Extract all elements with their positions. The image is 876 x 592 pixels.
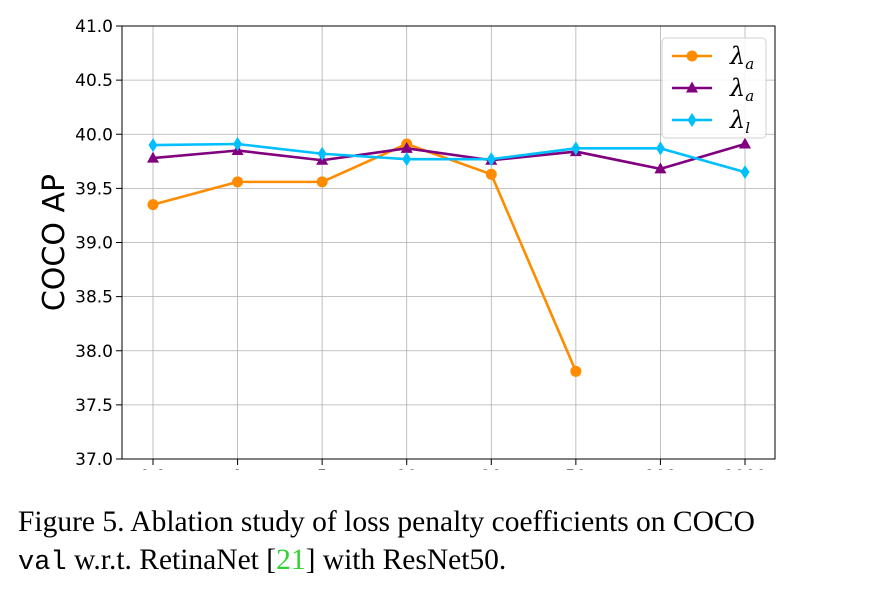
y-tick-label: 37.5 — [75, 396, 113, 416]
line-chart: 0.1 1 5 10 20 50 100 1000 37.0 37.5 38.0 38.5 39.0 39… — [37, 17, 776, 470]
y-tick-label: 38.5 — [75, 288, 113, 308]
figure-caption: Figure 5. Ablation study of loss penalty… — [18, 503, 866, 582]
series-2-point — [739, 137, 751, 149]
series-1-point — [316, 176, 328, 188]
x-tick-label: 1 — [232, 467, 243, 470]
y-tick-label: 39.5 — [75, 179, 113, 199]
caption-suffix: ] with ResNet50. — [305, 544, 507, 576]
x-tick-label: 0.1 — [139, 467, 166, 470]
series-3-point — [571, 141, 581, 156]
series-3-point — [655, 141, 665, 156]
x-tick-label: 5 — [317, 467, 328, 470]
series-line-1 — [152, 142, 578, 372]
caption-reference-link[interactable]: 21 — [276, 544, 306, 576]
series-3-point — [233, 136, 243, 151]
series-2-point — [654, 162, 667, 174]
legend-marker-1 — [686, 50, 698, 62]
series-2-point — [400, 141, 413, 153]
x-tick-label: 20 — [480, 467, 502, 470]
y-tick-label: 37.0 — [75, 450, 113, 470]
series-3-point — [317, 146, 327, 161]
y-tick-label: 40.5 — [75, 71, 113, 91]
legend-marker-3 — [687, 113, 697, 127]
x-tick-label: 10 — [396, 467, 418, 470]
caption-middle: w.r.t. RetinaNet [ — [66, 544, 277, 576]
series-3-point — [402, 152, 412, 167]
y-axis-label: COCO AP — [37, 174, 72, 311]
y-tick-label: 40.0 — [75, 125, 113, 145]
series-3-point — [148, 138, 158, 153]
series-1-point — [570, 365, 582, 377]
x-tick-label: 1000 — [723, 467, 766, 470]
caption-code: val — [18, 548, 67, 578]
series-3-point — [486, 152, 496, 167]
legend-label-3: λl — [729, 106, 750, 137]
series-line-2 — [152, 142, 746, 171]
legend-label-2: λa — [729, 74, 754, 105]
y-tick-label: 39.0 — [75, 234, 113, 254]
series-line-3 — [152, 142, 746, 174]
series-1-point — [147, 199, 159, 211]
series-2-point — [147, 151, 159, 163]
legend-marker-2 — [686, 81, 698, 93]
plot-frame — [121, 25, 776, 460]
series-1-point — [232, 176, 244, 188]
x-tick-label: 50 — [565, 467, 587, 470]
caption-prefix: Figure 5. Ablation study of loss penalty… — [18, 506, 755, 538]
series-3-point — [740, 165, 750, 180]
legend-box — [661, 37, 767, 139]
y-tick-label: 41.0 — [75, 17, 113, 37]
legend-label-1: λa — [729, 42, 754, 73]
y-tick-label: 38.0 — [75, 342, 113, 362]
x-tick-label: 100 — [644, 467, 676, 470]
series-1-point — [485, 168, 497, 180]
